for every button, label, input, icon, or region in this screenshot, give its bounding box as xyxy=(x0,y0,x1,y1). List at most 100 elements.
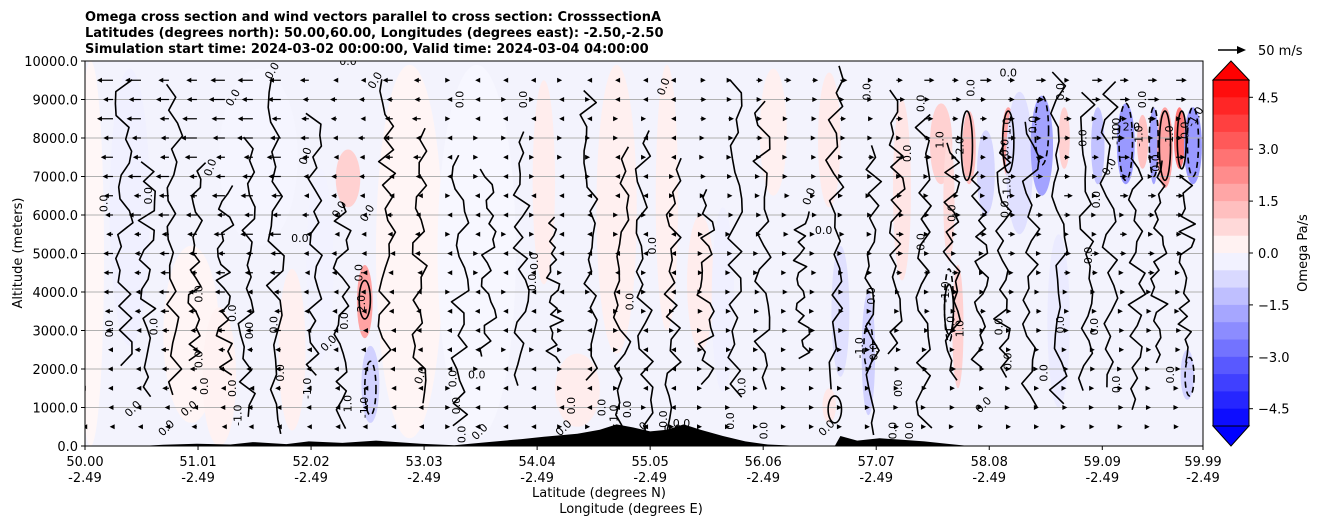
wind-vector-head xyxy=(1005,385,1011,391)
wind-vector-head xyxy=(782,174,788,179)
wind-vector-head xyxy=(1121,251,1127,256)
wind-vector-head xyxy=(413,77,419,83)
colorbar-tick-label: 3.0 xyxy=(1258,143,1279,158)
wind-vector-head xyxy=(981,231,987,237)
wind-vector-head xyxy=(333,289,339,295)
wind-vector-head xyxy=(1009,116,1015,122)
wind-vector-head xyxy=(108,385,114,391)
wind-vector-head xyxy=(445,424,451,430)
wind-vector-head xyxy=(1091,116,1097,122)
wind-vector-head xyxy=(557,308,563,314)
wind-vector-head xyxy=(1148,154,1154,160)
wind-vector-head xyxy=(267,97,273,102)
wind-vector-head xyxy=(1004,405,1010,410)
wind-vector-head xyxy=(894,308,900,314)
wind-vector-head xyxy=(334,385,340,391)
wind-vector-head xyxy=(333,77,339,83)
omega-patch xyxy=(1180,349,1195,400)
y-tick-label: 2000.0 xyxy=(33,363,79,378)
wind-vector-head xyxy=(781,366,787,372)
wind-vector-head xyxy=(274,308,280,314)
negative-contour-line xyxy=(1034,94,1050,166)
wind-vector-head xyxy=(359,193,365,199)
wind-vector-head xyxy=(362,424,368,430)
wind-vector-head xyxy=(1149,251,1155,256)
wind-vector-head xyxy=(671,116,677,122)
contour-label: 0.0 xyxy=(1082,247,1095,265)
wind-vector-head xyxy=(475,212,481,218)
contour-label: 0.0 xyxy=(623,293,636,311)
wind-vector-head xyxy=(160,308,166,314)
contour-label: -1.0 xyxy=(358,397,371,418)
wind-vector-head xyxy=(781,251,787,256)
title-line-3: Simulation start time: 2024-03-02 00:00:… xyxy=(85,42,649,57)
omega-patch xyxy=(596,64,637,354)
omega-patch xyxy=(1136,114,1149,169)
wind-vector-head xyxy=(332,135,338,141)
wind-vector-head xyxy=(724,366,730,372)
wind-vector-head xyxy=(414,251,420,256)
zero-contour-line xyxy=(942,142,962,381)
wind-vector-head xyxy=(559,251,565,256)
contour-label: 1.0 xyxy=(954,320,967,338)
wind-vector-head xyxy=(559,193,565,199)
wind-vector-head xyxy=(1177,135,1183,141)
wind-vector-head xyxy=(725,405,731,410)
wind-vector-head xyxy=(445,289,451,295)
wind-vector-head xyxy=(726,97,732,102)
colorbar-bin xyxy=(1213,287,1249,306)
wind-vector-head xyxy=(557,385,563,391)
contour-label: 0.0 xyxy=(867,343,880,361)
wind-vector-head xyxy=(531,328,537,333)
plot-area: 0.0 0.0 0.0 0.0 0.0 0.0 0.0 0.0 0.0 0.0 0.0 0.0 0.0 0… xyxy=(73,60,1204,447)
wind-vector-head xyxy=(587,347,593,353)
wind-vector-head xyxy=(1006,328,1012,333)
wind-vector-head xyxy=(531,193,537,199)
zero-contour-line xyxy=(663,157,682,431)
wind-vector-head xyxy=(359,174,365,179)
colorbar-bins xyxy=(1213,80,1249,427)
wind-vector-head xyxy=(955,212,961,218)
wind-vector-head xyxy=(1036,231,1042,237)
wind-vector-head xyxy=(585,174,591,179)
wind-vector-head xyxy=(133,193,139,199)
wind-vector-head xyxy=(752,424,758,430)
wind-vector-head xyxy=(502,116,508,122)
wind-vector-head xyxy=(924,328,930,333)
wind-vector-head xyxy=(191,385,197,391)
wind-vector-head xyxy=(893,424,899,430)
wind-vector-head xyxy=(643,347,649,353)
wind-vector-head xyxy=(447,366,453,372)
x-tick-label-longitude: -2.49 xyxy=(520,471,554,486)
wind-vector-head xyxy=(753,270,759,276)
wind-vector-head xyxy=(182,116,188,122)
colorbar-tick-label: −1.5 xyxy=(1258,299,1290,314)
wind-vector-head xyxy=(896,174,902,179)
wind-vector-head xyxy=(811,212,817,218)
wind-vector-head xyxy=(866,251,872,256)
wind-vector-head xyxy=(85,424,88,430)
contour-label: 0.0 xyxy=(861,83,874,101)
zero-contour-line xyxy=(114,79,134,367)
wind-vector-head xyxy=(812,97,818,102)
x-tick-label-latitude: 59.99 xyxy=(1184,455,1221,470)
wind-vector-head xyxy=(411,116,417,122)
wind-vector-head xyxy=(670,405,676,410)
wind-vector-head xyxy=(132,154,138,160)
wind-vector-head xyxy=(503,405,509,410)
wind-vector-head xyxy=(1006,347,1012,353)
wind-vector-head xyxy=(1064,77,1070,83)
wind-vector-head xyxy=(671,270,677,276)
wind-vector-head xyxy=(1064,308,1070,314)
wind-vector-head xyxy=(331,251,337,256)
wind-vector-head xyxy=(1065,270,1071,276)
wind-vector-head xyxy=(782,328,788,333)
wind-vector-head xyxy=(212,135,218,141)
wind-vector-head xyxy=(241,97,247,102)
contour-label: 0.0 xyxy=(456,426,469,444)
wind-vector-head xyxy=(1094,251,1100,256)
wind-vector-head xyxy=(126,116,132,122)
wind-vector-head xyxy=(73,155,78,160)
wind-vector-head xyxy=(1009,193,1015,199)
wind-vector-head xyxy=(1005,424,1011,430)
